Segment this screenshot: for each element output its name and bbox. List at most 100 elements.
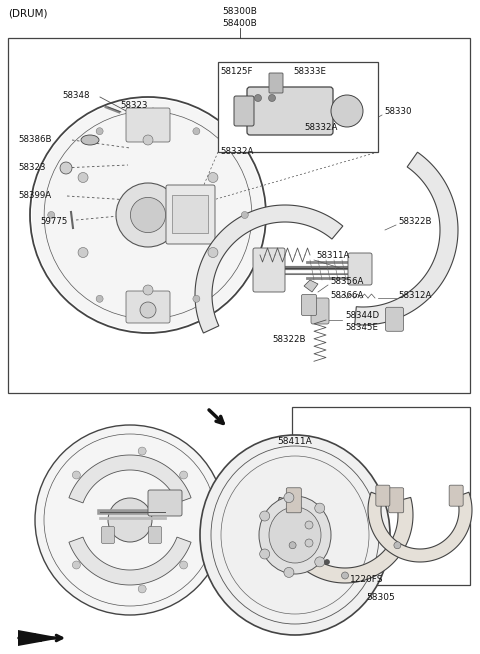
Circle shape [143,285,153,295]
Ellipse shape [81,135,99,145]
Circle shape [138,447,146,455]
FancyBboxPatch shape [166,185,215,244]
Bar [292,407,470,585]
Text: 58125F: 58125F [220,67,252,77]
Circle shape [394,542,401,549]
Text: 58332A: 58332A [220,148,253,156]
Text: 58300B: 58300B [223,7,257,16]
Polygon shape [69,455,191,503]
Circle shape [78,173,88,182]
Circle shape [116,183,180,247]
Circle shape [48,211,55,218]
FancyBboxPatch shape [148,526,161,543]
Circle shape [254,94,262,101]
Circle shape [72,471,80,479]
Bar [172,195,208,233]
Text: 58366A: 58366A [330,292,363,300]
Circle shape [35,425,225,615]
Polygon shape [18,630,62,646]
Polygon shape [355,152,458,325]
Text: 58305: 58305 [367,593,396,602]
Circle shape [60,162,72,174]
Text: 58399A: 58399A [18,192,51,201]
Polygon shape [69,537,191,585]
FancyBboxPatch shape [253,248,285,292]
FancyBboxPatch shape [449,485,463,506]
Circle shape [138,585,146,593]
Circle shape [324,560,329,564]
Text: (DRUM): (DRUM) [8,9,48,19]
Circle shape [305,521,313,529]
Circle shape [143,135,153,145]
Text: 58322B: 58322B [398,218,432,226]
FancyBboxPatch shape [311,298,329,324]
Circle shape [140,302,156,318]
Text: 58386B: 58386B [18,135,51,145]
Text: 58330: 58330 [384,107,411,116]
Text: 58333E: 58333E [293,67,326,77]
FancyBboxPatch shape [247,87,333,135]
Text: 58323: 58323 [120,101,147,109]
Circle shape [208,173,218,182]
Circle shape [208,247,218,258]
Circle shape [78,247,88,258]
Circle shape [32,99,264,331]
Text: 58400B: 58400B [223,18,257,27]
FancyBboxPatch shape [385,307,404,332]
Circle shape [72,561,80,569]
FancyBboxPatch shape [126,108,170,142]
Text: 58311A: 58311A [316,252,349,260]
Polygon shape [195,205,343,333]
FancyBboxPatch shape [101,526,115,543]
FancyBboxPatch shape [269,73,283,93]
Circle shape [180,561,188,569]
FancyBboxPatch shape [301,294,316,315]
Text: FR.: FR. [22,632,44,644]
Bar [8,38,470,393]
Bar [218,62,378,152]
Circle shape [96,296,103,302]
Circle shape [193,128,200,135]
FancyBboxPatch shape [286,488,301,513]
Ellipse shape [269,507,321,563]
Ellipse shape [200,435,390,635]
FancyBboxPatch shape [148,490,182,516]
Text: 58322B: 58322B [272,336,305,345]
FancyBboxPatch shape [234,96,254,126]
Ellipse shape [259,496,331,574]
Polygon shape [277,498,413,583]
Circle shape [260,511,270,521]
Circle shape [180,471,188,479]
Circle shape [341,572,348,579]
Polygon shape [304,280,318,292]
Circle shape [305,539,313,547]
Circle shape [268,94,276,101]
Circle shape [289,542,296,549]
Circle shape [284,492,294,502]
Circle shape [241,211,248,218]
Text: 59775: 59775 [40,218,67,226]
Circle shape [108,498,152,542]
Circle shape [284,568,294,577]
Polygon shape [368,492,472,562]
Text: 58332A: 58332A [304,124,337,133]
Text: 58344D: 58344D [345,311,379,320]
Text: 58411A: 58411A [277,438,312,447]
Circle shape [193,296,200,302]
Text: 58348: 58348 [62,90,89,99]
Circle shape [96,128,103,135]
Text: 58312A: 58312A [398,292,432,300]
Text: 58356A: 58356A [330,277,363,286]
FancyBboxPatch shape [126,291,170,323]
Text: 58345E: 58345E [345,322,378,332]
Circle shape [131,198,166,233]
FancyBboxPatch shape [389,488,404,513]
Circle shape [260,549,270,559]
FancyBboxPatch shape [376,485,390,506]
Circle shape [331,95,363,127]
Text: 1220FS: 1220FS [350,576,384,585]
FancyBboxPatch shape [348,253,372,285]
Text: 58323: 58323 [18,164,46,173]
Circle shape [315,557,325,567]
Circle shape [315,503,325,513]
